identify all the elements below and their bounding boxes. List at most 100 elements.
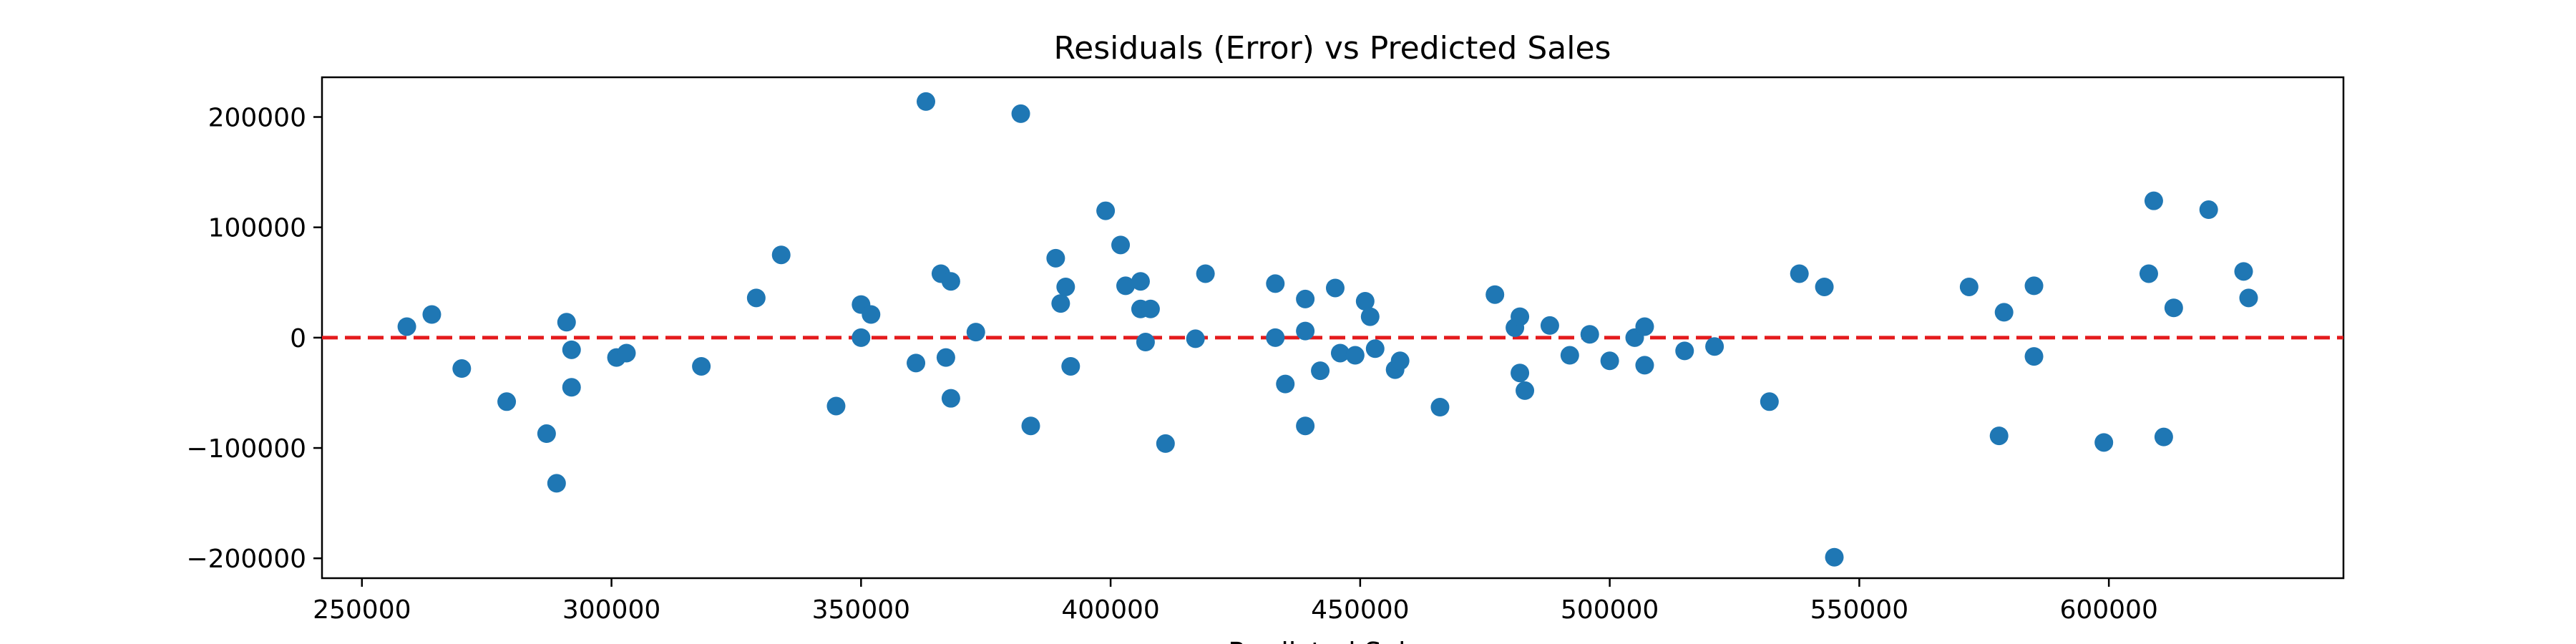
y-tick-label: −100000 <box>186 434 306 464</box>
data-point <box>692 356 711 376</box>
data-point <box>1430 398 1450 417</box>
x-tick-label: 250000 <box>313 595 411 625</box>
data-point <box>1141 299 1160 318</box>
data-point <box>2024 276 2044 296</box>
x-tick-label: 600000 <box>2059 595 2157 625</box>
data-point <box>1790 264 1809 283</box>
data-point <box>1111 235 1131 255</box>
data-point <box>1989 426 2009 446</box>
data-point <box>1266 274 1285 293</box>
data-point <box>826 396 846 416</box>
data-point <box>1580 325 1599 344</box>
data-point <box>1600 351 1619 371</box>
data-point <box>1675 341 1694 361</box>
x-tick-label: 550000 <box>1810 595 1908 625</box>
data-point <box>1196 264 1215 283</box>
data-point <box>1635 317 1654 336</box>
data-point <box>1056 277 1075 296</box>
data-point <box>852 328 871 347</box>
data-point <box>1186 329 1205 348</box>
data-point <box>1325 278 1345 298</box>
data-point <box>497 392 517 411</box>
y-tick-label: 100000 <box>208 214 306 243</box>
data-point <box>2239 288 2258 308</box>
data-point <box>771 245 791 265</box>
data-point <box>2094 433 2114 452</box>
data-point <box>1705 337 1724 356</box>
data-point <box>2154 427 2173 447</box>
data-point <box>1021 416 1040 436</box>
plot-area: 250000 300000 350000 400000 450000 500000 5500… <box>186 76 2345 625</box>
data-point <box>617 343 636 363</box>
x-tick-label: 400000 <box>1061 595 1159 625</box>
data-point <box>1296 416 1315 436</box>
data-point <box>2234 262 2253 281</box>
y-tick-label: 0 <box>290 324 306 353</box>
data-point <box>1116 276 1136 296</box>
data-point <box>1136 333 1155 352</box>
data-point <box>1560 346 1579 365</box>
data-point <box>1635 356 1654 375</box>
y-tick-label: −200000 <box>186 545 306 574</box>
data-point <box>1296 289 1315 308</box>
x-tick-label: 500000 <box>1561 595 1659 625</box>
data-point <box>1540 316 1559 335</box>
data-point <box>1311 361 1330 381</box>
data-point <box>537 424 556 444</box>
data-point <box>862 305 881 324</box>
data-point <box>1994 303 2014 322</box>
data-point <box>917 92 936 111</box>
x-tick-label: 350000 <box>812 595 910 625</box>
data-point <box>941 272 960 291</box>
data-point <box>1511 364 1530 383</box>
data-point <box>907 353 926 373</box>
data-point <box>1485 285 1505 304</box>
data-point <box>557 313 576 332</box>
data-point <box>1760 392 1779 411</box>
data-point <box>936 348 955 367</box>
data-point <box>1355 291 1375 311</box>
x-tick-label: 450000 <box>1311 595 1409 625</box>
data-point <box>547 474 566 493</box>
data-point <box>1011 104 1030 123</box>
data-point <box>1046 248 1065 268</box>
data-point <box>1345 346 1365 365</box>
data-point <box>2139 264 2158 283</box>
data-point <box>746 288 766 308</box>
data-point <box>562 340 581 359</box>
data-point <box>1390 351 1410 371</box>
data-point <box>1815 277 1834 296</box>
data-point <box>2199 200 2218 220</box>
data-point <box>1096 201 1116 220</box>
x-tick-label: 300000 <box>562 595 660 625</box>
data-point <box>941 389 960 408</box>
data-point <box>1296 321 1315 341</box>
chart-title: Residuals (Error) vs Predicted Sales <box>1054 30 1611 67</box>
data-point <box>2144 191 2163 210</box>
data-point <box>1360 307 1380 326</box>
y-tick-label: 200000 <box>208 104 306 133</box>
data-point <box>1959 277 1979 296</box>
data-point <box>1266 328 1285 347</box>
data-point <box>966 323 985 342</box>
data-point <box>2024 347 2044 366</box>
data-point <box>452 359 472 379</box>
x-axis-label: Predicted Sales <box>1228 637 1437 644</box>
data-point <box>1511 307 1530 326</box>
data-point <box>1330 343 1350 363</box>
data-point <box>1516 381 1535 400</box>
data-point <box>397 317 416 336</box>
data-point <box>1051 294 1070 313</box>
data-point <box>1156 434 1175 453</box>
data-point <box>562 378 581 397</box>
data-point <box>1825 547 1844 567</box>
data-point <box>1061 356 1080 376</box>
data-point <box>1365 339 1385 358</box>
data-point <box>422 305 441 324</box>
data-point <box>1131 272 1150 291</box>
data-point <box>2164 298 2183 318</box>
plot-frame <box>321 76 2345 580</box>
data-point <box>1276 374 1295 394</box>
